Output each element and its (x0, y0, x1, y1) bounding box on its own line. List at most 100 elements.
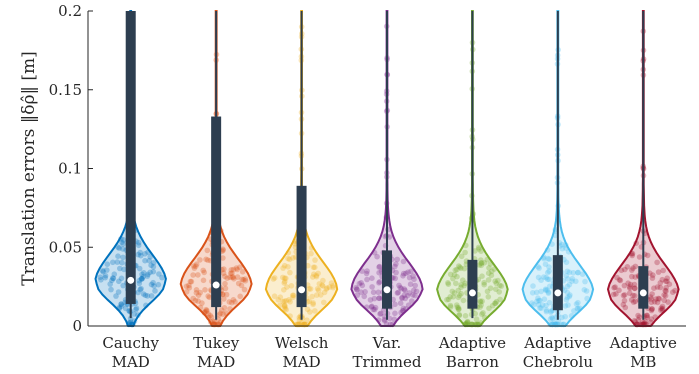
data-point (655, 269, 662, 275)
data-point (445, 296, 452, 303)
data-point (631, 317, 638, 324)
data-point (632, 274, 639, 280)
data-point (362, 289, 368, 295)
data-point (370, 289, 377, 296)
data-point (564, 268, 571, 275)
data-point (270, 276, 277, 282)
data-point (282, 305, 288, 312)
data-point (484, 256, 491, 263)
data-point (197, 289, 203, 296)
data-point (535, 295, 541, 302)
data-point (487, 285, 494, 292)
data-point (314, 286, 321, 292)
data-point (143, 302, 149, 309)
data-point (386, 315, 393, 322)
data-point (654, 259, 660, 266)
data-point (145, 249, 151, 255)
data-point (221, 266, 227, 272)
data-point (561, 287, 568, 294)
data-point (530, 301, 537, 308)
data-point (575, 305, 581, 312)
data-point (626, 284, 633, 290)
data-point (569, 278, 575, 285)
data-point (290, 294, 296, 301)
data-point (479, 298, 485, 305)
data-point (659, 307, 666, 313)
data-point (156, 271, 162, 277)
data-point (364, 276, 370, 283)
data-point (533, 289, 540, 296)
data-point (138, 252, 144, 259)
data-point (137, 286, 143, 293)
data-point (199, 300, 205, 306)
data-point (187, 278, 194, 285)
data-point (581, 287, 588, 293)
data-point (636, 314, 643, 321)
data-point (131, 311, 137, 317)
data-point (220, 270, 227, 277)
data-point (239, 276, 245, 283)
data-point (308, 250, 314, 257)
data-point (356, 280, 363, 287)
data-point (230, 297, 237, 303)
data-point (289, 292, 296, 299)
data-point (321, 289, 328, 296)
data-point (400, 258, 407, 265)
data-point (475, 244, 482, 251)
data-point (118, 275, 125, 282)
data-point (283, 306, 290, 313)
data-point (479, 311, 485, 318)
data-point (313, 272, 320, 279)
data-point (464, 318, 471, 325)
data-point (186, 282, 192, 289)
data-point (636, 254, 643, 260)
data-point (631, 285, 638, 292)
data-point (203, 308, 209, 315)
data-point (458, 282, 464, 288)
data-point (544, 247, 551, 253)
data-point (115, 289, 122, 295)
data-point (210, 321, 217, 327)
data-point (400, 273, 406, 279)
data-point (462, 249, 468, 256)
data-point (286, 256, 293, 263)
data-point (612, 284, 618, 290)
data-point (403, 306, 409, 312)
iqr-box (211, 116, 222, 308)
data-point (113, 293, 119, 299)
data-point (563, 242, 569, 248)
iqr-box (467, 259, 478, 309)
data-point (635, 317, 642, 323)
data-point (147, 269, 153, 276)
data-point (566, 281, 573, 288)
data-point (186, 285, 193, 291)
data-point (281, 262, 288, 269)
x-tick-label-line2: Barron (446, 353, 499, 371)
data-point (497, 282, 503, 289)
data-point (648, 296, 655, 302)
data-point (458, 290, 465, 297)
data-point (110, 259, 116, 266)
data-point (583, 288, 590, 294)
data-point (193, 287, 200, 293)
data-point (618, 267, 625, 274)
data-point (456, 312, 463, 319)
data-point (381, 316, 388, 323)
data-point (310, 274, 316, 280)
data-point (546, 276, 552, 283)
data-point (148, 281, 155, 288)
data-point (537, 305, 543, 311)
data-point (405, 302, 412, 309)
data-point (622, 266, 628, 273)
data-point (544, 287, 550, 293)
data-point (478, 260, 485, 266)
data-point (464, 320, 471, 326)
data-point (546, 283, 553, 290)
data-point (109, 277, 115, 284)
data-point (126, 320, 132, 326)
data-point (566, 293, 573, 300)
data-point (220, 291, 226, 298)
data-point (368, 304, 375, 310)
y-tick-label: 0.1 (58, 160, 82, 178)
